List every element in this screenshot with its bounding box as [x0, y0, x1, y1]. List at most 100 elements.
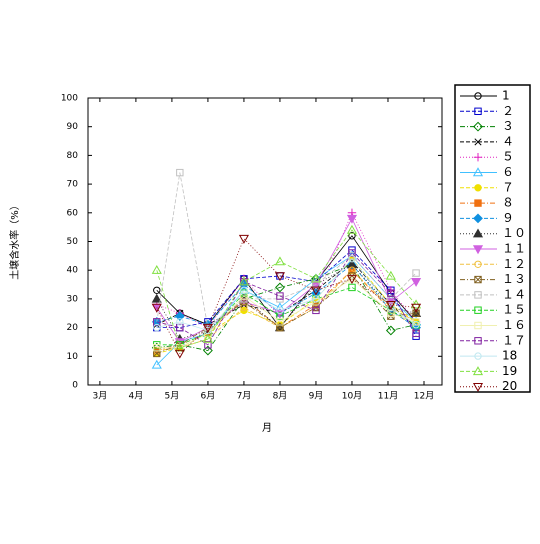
y-tick-label: 20: [67, 323, 79, 333]
point: [310, 286, 322, 296]
point: [348, 283, 356, 292]
point: [238, 276, 249, 286]
series-line: [156, 263, 417, 352]
x-tick-label: 12月: [414, 391, 434, 402]
legend-marker: [472, 228, 484, 238]
plot-frame: [87, 97, 443, 386]
legend-marker: [474, 138, 482, 146]
point: [240, 292, 248, 300]
legend-label: ８: [502, 196, 514, 210]
series-line: [156, 211, 417, 329]
legend-label: ５: [502, 150, 514, 164]
y-tick-label: 0: [72, 381, 78, 391]
point: [202, 323, 213, 333]
legend-label: １５: [502, 303, 526, 317]
point: [174, 311, 185, 322]
legend-marker: [472, 245, 484, 255]
point: [346, 224, 358, 234]
series-line: [156, 235, 417, 329]
point: [310, 273, 322, 283]
series-line: [156, 249, 417, 337]
x-tick-label: 6月: [201, 391, 216, 402]
legend-marker: [474, 352, 482, 360]
point: [274, 272, 286, 282]
x-tick-label: 3月: [93, 391, 108, 402]
point: [312, 280, 320, 289]
point: [276, 312, 284, 320]
legend-label: 1: [502, 89, 510, 103]
legend-marker: [474, 306, 482, 314]
point: [385, 325, 396, 336]
point: [385, 300, 396, 310]
series-line: [156, 258, 417, 331]
legend-label: １４: [502, 287, 526, 301]
y-tick-label: 80: [67, 151, 79, 161]
point: [346, 214, 358, 224]
legend-marker: [474, 107, 482, 115]
legend-marker: [474, 291, 482, 299]
point: [151, 293, 162, 303]
point: [204, 341, 212, 349]
series-line: [156, 269, 417, 351]
x-tick-label: 9月: [309, 391, 324, 402]
legend-label: ３: [502, 119, 514, 133]
point: [346, 275, 358, 285]
legend-marker: [472, 167, 484, 177]
legend-marker: [473, 153, 483, 162]
legend-marker: [474, 184, 482, 192]
point: [238, 234, 249, 244]
y-tick-label: 100: [61, 94, 78, 104]
point: [276, 292, 284, 300]
point: [412, 329, 420, 338]
point: [176, 318, 184, 326]
legend-marker: [474, 260, 482, 268]
legend-label: ７: [502, 180, 514, 194]
point: [176, 323, 184, 332]
point: [202, 333, 213, 343]
series-line: [156, 286, 417, 346]
point: [203, 345, 213, 356]
y-tick-label: 40: [67, 266, 79, 276]
y-tick-label: 50: [67, 237, 79, 247]
legend-label: 20: [502, 379, 517, 393]
point: [204, 326, 212, 335]
point: [174, 342, 185, 352]
y-tick-label: 70: [67, 180, 79, 190]
point: [274, 256, 286, 266]
y-tick-label: 10: [67, 352, 79, 362]
point: [276, 306, 284, 315]
point: [411, 277, 422, 287]
legend-marker: [472, 383, 484, 392]
legend-marker: [474, 199, 482, 207]
legend-marker: [474, 321, 482, 330]
point: [348, 249, 356, 257]
point: [276, 318, 284, 326]
series-line: [156, 229, 417, 349]
point: [348, 255, 356, 263]
point: [412, 321, 420, 329]
point: [348, 232, 356, 240]
x-tick-label: 5月: [165, 391, 180, 402]
point: [174, 349, 185, 359]
legend-label: １７: [502, 333, 526, 347]
legend-marker: [473, 213, 483, 224]
point: [385, 270, 396, 280]
legend-label: １３: [502, 272, 526, 286]
x-tick-label: 11月: [378, 391, 398, 402]
x-tick-label: 7月: [237, 391, 252, 402]
series-line: [156, 278, 417, 349]
point: [153, 323, 161, 332]
series-line: [156, 275, 417, 354]
point: [151, 303, 162, 313]
legend-label: ２: [502, 104, 514, 118]
legend-label: 19: [502, 364, 517, 378]
point: [153, 318, 161, 326]
point: [151, 359, 162, 369]
point: [348, 266, 356, 274]
legend-label: ６: [502, 165, 514, 179]
point: [153, 286, 161, 294]
x-tick-label: 4月: [129, 391, 144, 402]
legend-marker: [472, 366, 484, 376]
legend-label: １６: [502, 318, 526, 332]
